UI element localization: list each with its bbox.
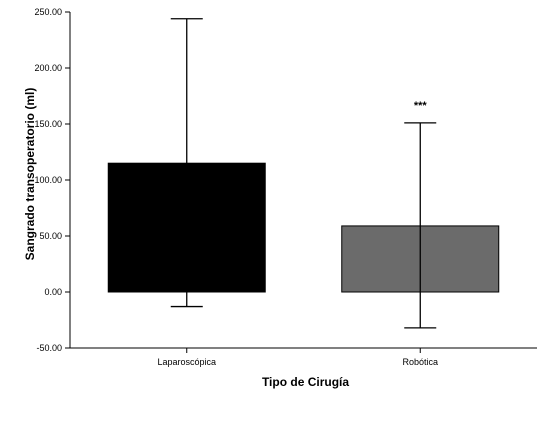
bars-layer bbox=[107, 162, 500, 293]
y-tick-label: 100.00 bbox=[34, 175, 62, 185]
annotations-layer: *** bbox=[414, 100, 428, 112]
y-tick-label: 150.00 bbox=[34, 119, 62, 129]
error-bars-layer bbox=[170, 18, 437, 329]
y-tick-label: 50.00 bbox=[39, 231, 62, 241]
y-tick-label: 0.00 bbox=[44, 287, 62, 297]
y-ticks-layer: -50.00 0.00 50.00 100.00 150.00 200.00 250.00 bbox=[34, 7, 70, 353]
x-category-label: Robótica bbox=[402, 357, 438, 367]
x-categories-layer: Laparoscópica Robótica bbox=[157, 348, 438, 367]
x-axis-title: Tipo de Cirugía bbox=[262, 375, 349, 389]
y-tick-label: -50.00 bbox=[36, 343, 62, 353]
x-category-label: Laparoscópica bbox=[157, 357, 216, 367]
y-axis-title: Sangrado transoperatorio (ml) bbox=[23, 88, 37, 261]
y-tick-label: 250.00 bbox=[34, 7, 62, 17]
significance-annotation: *** bbox=[414, 100, 428, 112]
y-tick-label: 200.00 bbox=[34, 63, 62, 73]
